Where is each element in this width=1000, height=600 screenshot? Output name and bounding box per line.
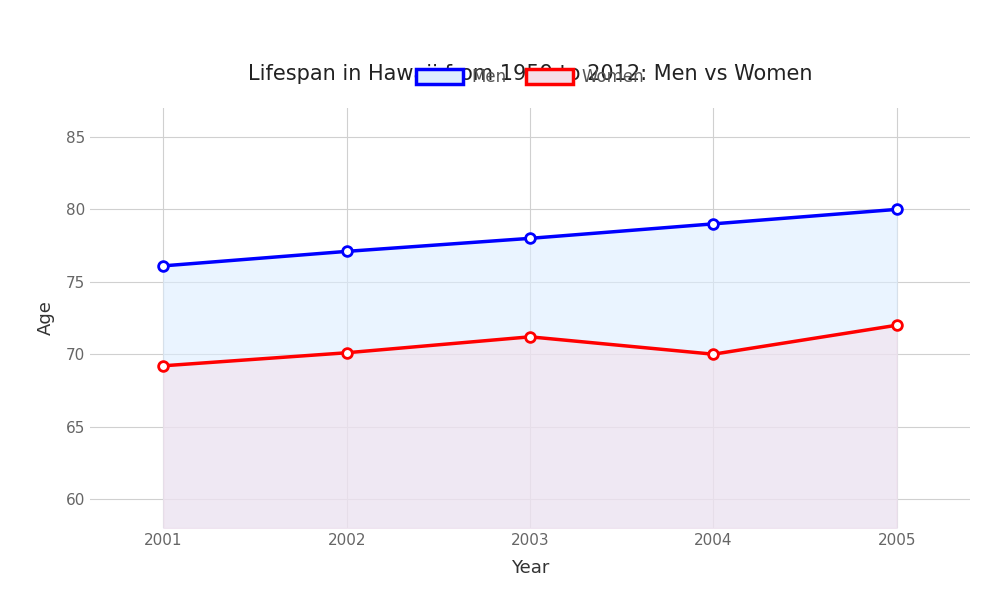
Y-axis label: Age: Age xyxy=(37,301,55,335)
X-axis label: Year: Year xyxy=(511,559,549,577)
Title: Lifespan in Hawaii from 1959 to 2012: Men vs Women: Lifespan in Hawaii from 1959 to 2012: Me… xyxy=(248,64,812,84)
Legend: Men, Women: Men, Women xyxy=(409,62,651,93)
